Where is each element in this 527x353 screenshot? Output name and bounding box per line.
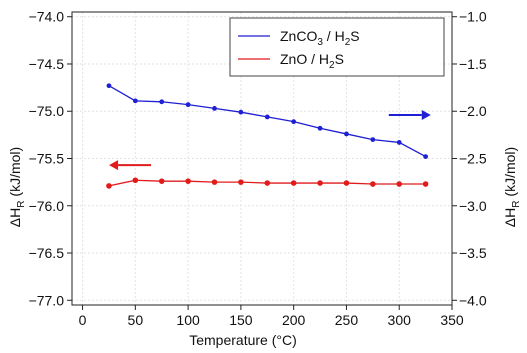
legend-label-0: ZnCO3 / H2S [280,28,360,48]
arrow-head-1 [109,160,119,171]
data-point-1 [422,181,429,187]
left-tick-label: −75.0 [29,103,65,119]
series-layer [106,83,429,189]
legend-box [229,17,445,77]
data-point-0 [212,106,217,111]
right-tick-label: −1.0 [459,9,487,25]
left-tick-label: −77.0 [29,292,65,308]
annotation-layer [109,110,431,171]
left-tick-label: −76.0 [29,198,65,214]
data-point-0 [317,125,323,131]
x-tick-label: 200 [282,312,306,328]
data-point-1 [396,181,403,187]
data-point-1 [290,180,297,186]
data-point-1 [211,179,218,185]
right-tick-label: −3.0 [459,198,487,214]
data-point-0 [238,109,244,115]
data-point-1 [317,180,323,186]
x-tick-label: 50 [128,312,144,328]
data-point-1 [106,183,112,189]
right-tick-label: −2.0 [459,103,487,119]
x-tick-label: 250 [335,312,359,328]
data-point-0 [423,154,429,160]
left-tick-label: −74.5 [29,56,65,72]
data-point-0 [264,114,270,120]
right-axis-ticks: −4.0 −3.5 −3.0 −2.5 −2.0 −1.5 −1.0 [452,9,487,308]
data-point-1 [238,179,244,185]
data-point-1 [185,178,191,184]
data-point-1 [264,180,271,186]
data-point-0 [344,131,349,137]
left-axis-title: ΔHR (kJ/mol) [7,147,27,227]
data-point-1 [370,181,376,187]
x-axis-title: Temperature (°C) [189,332,297,348]
right-tick-label: −4.0 [459,292,487,308]
x-tick-label: 300 [388,312,412,328]
data-point-0 [132,98,138,104]
data-point-0 [159,99,165,105]
legend-label-1: ZnO / H2S [280,51,344,71]
left-axis-ticks: −77.0 −76.5 −76.0 −75.5 −75.0 −74.5 −74.0 [29,9,72,308]
right-tick-label: −1.5 [459,56,487,72]
left-tick-label: −75.5 [29,151,65,167]
data-point-0 [396,140,402,145]
series-line-0 [108,85,426,158]
data-point-0 [291,119,297,125]
x-tick-label: 350 [440,312,464,328]
left-tick-label: −76.5 [29,245,65,261]
x-tick-label: 100 [176,312,200,328]
left-tick-label: −74.0 [29,9,65,25]
data-point-1 [343,180,350,186]
right-tick-label: −3.5 [459,245,487,261]
data-point-0 [185,102,191,108]
right-axis-title: ΔHR (kJ/mol) [502,147,522,227]
legend: ZnCO3 / H2S ZnO / H2S [229,17,445,77]
data-point-0 [370,137,376,142]
x-axis-ticks: 0 50 100 150 200 250 300 350 [79,305,464,328]
data-point-0 [106,83,112,89]
data-point-1 [158,178,165,184]
arrow-head-0 [421,110,431,121]
x-tick-label: 150 [229,312,253,328]
data-point-1 [132,177,139,184]
right-tick-label: −2.5 [459,151,487,167]
x-tick-label: 0 [79,312,87,328]
